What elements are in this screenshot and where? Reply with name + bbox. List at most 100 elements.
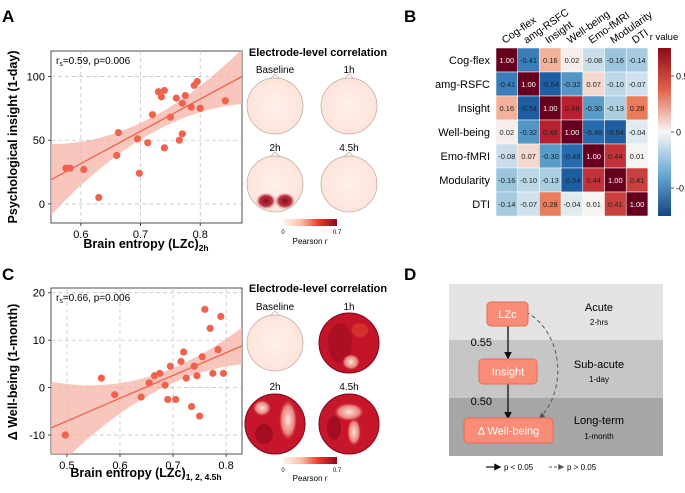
heatmap-cell-value: -0.48 <box>563 152 580 161</box>
heatmap-col-labels: Cog-flexamg-RSFCInsightWell-beingEmo-fMR… <box>500 6 656 46</box>
heatmap-row-label: amg-RSFC <box>435 79 490 91</box>
heatmap-cell-value: -0.08 <box>585 56 602 65</box>
heatmap-cell-value: -0.14 <box>498 200 515 209</box>
scatter-plot-a: 0.6 0.7 0.8 0 50 100 rs=0.59, p=0.006 Brain e… <box>6 51 243 253</box>
node-insight <box>478 358 538 385</box>
data-point <box>182 374 190 382</box>
heatmap-cell-value: 0.16 <box>543 56 558 65</box>
heatmap-cell-value: -0.04 <box>563 200 580 209</box>
topomap-group-c: Electrode-level correlation Baseline 1h … <box>244 283 387 483</box>
points-c <box>61 305 228 439</box>
heatmap-cell-value: 0.28 <box>630 104 645 113</box>
y-tick-label: -10 <box>29 430 45 442</box>
topomap-label-c-2h: 2h <box>269 382 280 393</box>
pearson-colorbar-a <box>283 219 337 226</box>
heatmap-row-label: DTI <box>472 199 490 211</box>
data-point <box>97 374 106 382</box>
data-point <box>187 402 196 411</box>
x-tick-label: 0.6 <box>73 229 88 241</box>
data-point <box>61 431 69 439</box>
data-point <box>221 97 229 105</box>
band-longterm-sub: 1-month <box>584 432 613 441</box>
x-axis-label-c: Brain entropy (LZc)1, 2, 4.5h <box>70 466 221 482</box>
heatmap-row-label: Emo-fMRI <box>441 151 491 163</box>
data-point <box>133 135 142 143</box>
stat-label-a: rs=0.59, p=0.006 <box>56 56 131 68</box>
data-point <box>156 369 164 377</box>
stat-label-c: rs=0.66, p=0.006 <box>56 293 131 305</box>
heatmap-cell-value: 0.48 <box>565 104 580 113</box>
y-tick-label: 10 <box>33 335 45 347</box>
pearson-min-c: 0 <box>281 468 285 474</box>
y-axis-label-a: Psychological insight (1-day) <box>6 51 20 224</box>
scatter-plot-c: 0.5 0.6 0.7 0.8 -10 0 10 20 rs=0.66, p=0.006 Br… <box>6 287 243 482</box>
node-wellbeing-label: Δ Well-being <box>478 426 540 438</box>
heatmap-cell-value: 1.00 <box>565 128 580 137</box>
heatmap-cell-value: -0.16 <box>498 176 515 185</box>
heatmap-cell-value: 1.00 <box>586 152 601 161</box>
legend-solid-label: p < 0.05 <box>504 463 534 472</box>
data-point <box>157 93 166 101</box>
data-point <box>206 324 214 332</box>
confidence-band-a <box>51 51 242 216</box>
y-axis-label-c: Δ Well-being (1-month) <box>6 304 20 441</box>
topomap-a-1h <box>320 73 378 135</box>
topomap-c-4.5h <box>318 393 380 455</box>
y-tick-label: 50 <box>33 135 45 147</box>
heatmap-cell-value: 1.00 <box>630 200 645 209</box>
topomap-label-a-4.5h: 4.5h <box>339 143 358 154</box>
heatmap-cell-value: 0.41 <box>608 200 623 209</box>
data-point <box>166 362 174 370</box>
heatmap-row-labels: Cog-flex amg-RSFC Insight Well-being Emo-fMR… <box>435 55 491 211</box>
data-point <box>193 372 201 380</box>
correlation-heatmap: 1.00 -0.41 0.16 0.02 -0.08 -0.16 -0.14 -0.41 1.0… <box>435 6 685 217</box>
heatmap-row-label: Cog-flex <box>449 55 490 67</box>
heatmap-cell-value: 0.28 <box>543 200 558 209</box>
heatmap-row-label: Well-being <box>438 127 490 139</box>
topomap-c-baseline <box>246 310 304 372</box>
panel-letter-d: D <box>404 265 416 284</box>
heatmap-cell <box>625 191 649 217</box>
data-point <box>178 130 186 138</box>
data-point <box>66 164 74 172</box>
data-point <box>219 369 228 377</box>
heatmap-cell-value: 1.00 <box>608 176 623 185</box>
colorbar-tick-label: -0.5 <box>676 184 685 194</box>
data-point <box>187 103 195 111</box>
heatmap-cell-value: -0.10 <box>520 176 537 185</box>
data-point <box>148 111 157 119</box>
data-point <box>137 393 145 401</box>
data-point <box>145 379 153 387</box>
x-tick-label: 0.7 <box>133 229 148 241</box>
data-point <box>113 151 121 160</box>
heatmap-cell-value: 1.00 <box>521 80 536 89</box>
data-point <box>135 169 143 177</box>
topomap-a-baseline <box>246 73 304 135</box>
data-point <box>114 128 123 137</box>
data-point <box>178 99 186 107</box>
data-point <box>144 139 152 147</box>
pearson-max-c: 0.7 <box>333 468 342 474</box>
edge-label-1: 0.55 <box>471 337 492 349</box>
y-tick-label: 100 <box>27 71 45 83</box>
colorbar-tick-label: 0.5 <box>676 72 685 82</box>
x-tick-label: 0.5 <box>59 460 74 472</box>
heatmap-cell-value: 1.00 <box>543 104 558 113</box>
data-point <box>209 369 217 377</box>
heatmap-cell-value: -0.14 <box>628 56 645 65</box>
topomap-label-a-2h: 2h <box>269 143 280 154</box>
panel-letter-c: C <box>2 265 14 284</box>
topomap-c-2h <box>244 393 306 455</box>
x-tick-label: 0.7 <box>165 460 180 472</box>
ticks-a: 0.6 0.7 0.8 0 50 100 <box>27 71 208 241</box>
r-colorbar <box>658 48 671 216</box>
heatmap-cell-value: -0.54 <box>607 128 624 137</box>
data-point <box>160 144 169 152</box>
heatmap-cell-value: 1.00 <box>500 56 515 65</box>
heatmap-cell-value: 0.07 <box>586 80 601 89</box>
band-subacute-sub: 1-day <box>589 375 609 384</box>
topomap-label-c-4.5h: 4.5h <box>339 382 358 393</box>
y-tick-label: 0 <box>39 383 45 395</box>
heatmap-cell-value: 0.16 <box>500 104 515 113</box>
